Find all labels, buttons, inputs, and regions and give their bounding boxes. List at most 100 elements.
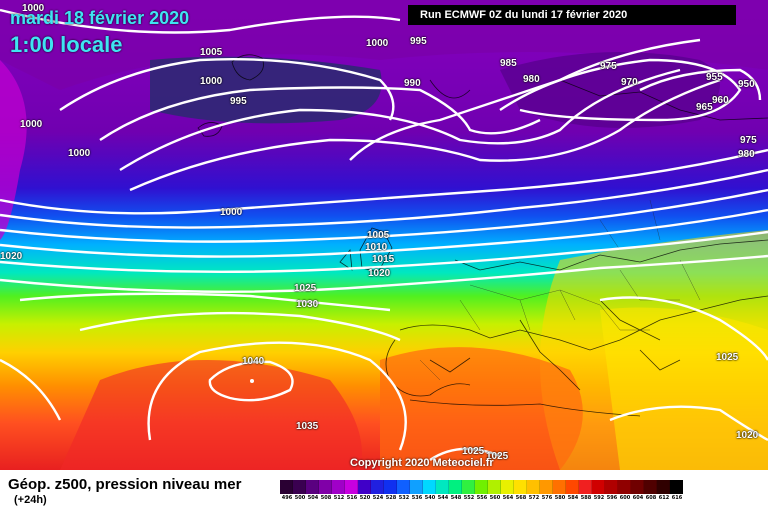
legend-swatch: 608 xyxy=(644,480,657,501)
high-pressure-center xyxy=(250,379,254,383)
isobar-label: 995 xyxy=(230,96,247,107)
legend-swatch: 592 xyxy=(592,480,605,501)
isobar-label: 975 xyxy=(740,135,757,146)
legend-swatch: 500 xyxy=(293,480,306,501)
legend-swatch: 604 xyxy=(631,480,644,501)
forecast-date: mardi 18 février 2020 xyxy=(10,8,190,28)
isobar-label: 1010 xyxy=(365,242,388,253)
legend-tick-label: 564 xyxy=(502,495,514,501)
legend-tick-label: 592 xyxy=(593,495,605,501)
legend-tick-label: 616 xyxy=(671,495,683,501)
isobar-label: 1020 xyxy=(736,430,759,441)
legend-tick-label: 612 xyxy=(658,495,670,501)
legend-swatch: 544 xyxy=(436,480,449,501)
legend-swatch: 512 xyxy=(332,480,345,501)
legend-tick-label: 608 xyxy=(645,495,657,501)
legend-tick-label: 584 xyxy=(567,495,579,501)
isobar-label: 1000 xyxy=(22,3,45,14)
isobar-label: 960 xyxy=(712,95,729,106)
legend-tick-label: 600 xyxy=(619,495,631,501)
isobar-label: 970 xyxy=(621,77,638,88)
isobar-label: 995 xyxy=(410,36,427,47)
legend-swatch: 588 xyxy=(579,480,592,501)
color-scale-legend: 496 500 504 508 512 516 520 524 528 532 536 540 544 5… xyxy=(280,480,683,501)
isobar-label: 1025 xyxy=(486,451,509,462)
isobar-label: 975 xyxy=(600,61,617,72)
isobar-label: 1025 xyxy=(462,446,485,457)
legend-tick-label: 540 xyxy=(424,495,436,501)
isobar-label: 1035 xyxy=(296,421,319,432)
legend-tick-label: 536 xyxy=(411,495,423,501)
legend-swatch: 520 xyxy=(358,480,371,501)
isobar-label: 980 xyxy=(523,74,540,85)
legend-tick-label: 556 xyxy=(476,495,488,501)
isobar-label: 1040 xyxy=(242,356,265,367)
legend-swatch: 504 xyxy=(306,480,319,501)
isobar-label: 965 xyxy=(696,102,713,113)
legend-swatch: 564 xyxy=(501,480,514,501)
legend-swatch: 572 xyxy=(527,480,540,501)
legend-tick-label: 508 xyxy=(320,495,332,501)
legend-swatch: 532 xyxy=(397,480,410,501)
legend-tick-label: 532 xyxy=(398,495,410,501)
isobar-label: 990 xyxy=(404,78,421,89)
isobar-label: 1025 xyxy=(294,283,317,294)
legend-swatch: 516 xyxy=(345,480,358,501)
legend-tick-label: 604 xyxy=(632,495,644,501)
isobar-label: 1005 xyxy=(367,230,390,241)
legend-swatch: 528 xyxy=(384,480,397,501)
coastlines xyxy=(197,54,768,417)
isobar-label: 980 xyxy=(738,149,755,160)
legend-tick-label: 548 xyxy=(450,495,462,501)
isobars xyxy=(0,8,768,461)
legend-swatch: 560 xyxy=(488,480,501,501)
isobar-label: 1020 xyxy=(0,251,23,262)
isobar-label: 955 xyxy=(706,72,723,83)
legend-swatch: 580 xyxy=(553,480,566,501)
legend-tick-label: 544 xyxy=(437,495,449,501)
isobar-label: 1000 xyxy=(200,76,223,87)
legend-swatch: 600 xyxy=(618,480,631,501)
legend-tick-label: 560 xyxy=(489,495,501,501)
legend-swatch: 540 xyxy=(423,480,436,501)
legend-swatch: 616 xyxy=(670,480,683,501)
legend-swatch: 584 xyxy=(566,480,579,501)
forecast-lead-time: (+24h) xyxy=(14,494,47,506)
legend-swatch: 612 xyxy=(657,480,670,501)
legend-tick-label: 580 xyxy=(554,495,566,501)
legend-swatch: 568 xyxy=(514,480,527,501)
legend-tick-label: 496 xyxy=(281,495,293,501)
forecast-time: 1:00 locale xyxy=(10,32,123,57)
legend-swatch: 576 xyxy=(540,480,553,501)
legend-swatch: 496 xyxy=(280,480,293,501)
isobar-label: 1000 xyxy=(68,148,91,159)
legend-swatch: 548 xyxy=(449,480,462,501)
legend-tick-label: 520 xyxy=(359,495,371,501)
legend-tick-label: 572 xyxy=(528,495,540,501)
legend-tick-label: 528 xyxy=(385,495,397,501)
map-title: Géop. z500, pression niveau mer xyxy=(8,476,242,493)
isobar-label: 985 xyxy=(500,58,517,69)
legend-tick-label: 504 xyxy=(307,495,319,501)
legend-swatch: 552 xyxy=(462,480,475,501)
isobar-label: 1000 xyxy=(220,207,243,218)
legend-tick-label: 552 xyxy=(463,495,475,501)
legend-tick-label: 512 xyxy=(333,495,345,501)
isobar-label: 1015 xyxy=(372,254,395,265)
geopotential-field xyxy=(0,0,768,470)
legend-tick-label: 524 xyxy=(372,495,384,501)
weather-map: 1000 1005 1000 995 1000 1000 1000 995 99… xyxy=(0,0,768,470)
legend-tick-label: 588 xyxy=(580,495,592,501)
legend-tick-label: 596 xyxy=(606,495,618,501)
legend-swatch: 596 xyxy=(605,480,618,501)
legend-swatch: 508 xyxy=(319,480,332,501)
isobar-label: 1005 xyxy=(200,47,223,58)
legend-swatch: 524 xyxy=(371,480,384,501)
legend-swatch: 556 xyxy=(475,480,488,501)
model-run-banner: Run ECMWF 0Z du lundi 17 février 2020 xyxy=(408,5,736,25)
legend-swatch: 536 xyxy=(410,480,423,501)
copyright-notice: Copyright 2020 Meteociel.fr xyxy=(350,457,494,469)
legend-tick-label: 500 xyxy=(294,495,306,501)
isobar-label: 1000 xyxy=(20,119,43,130)
isobar-label: 1000 xyxy=(366,38,389,49)
